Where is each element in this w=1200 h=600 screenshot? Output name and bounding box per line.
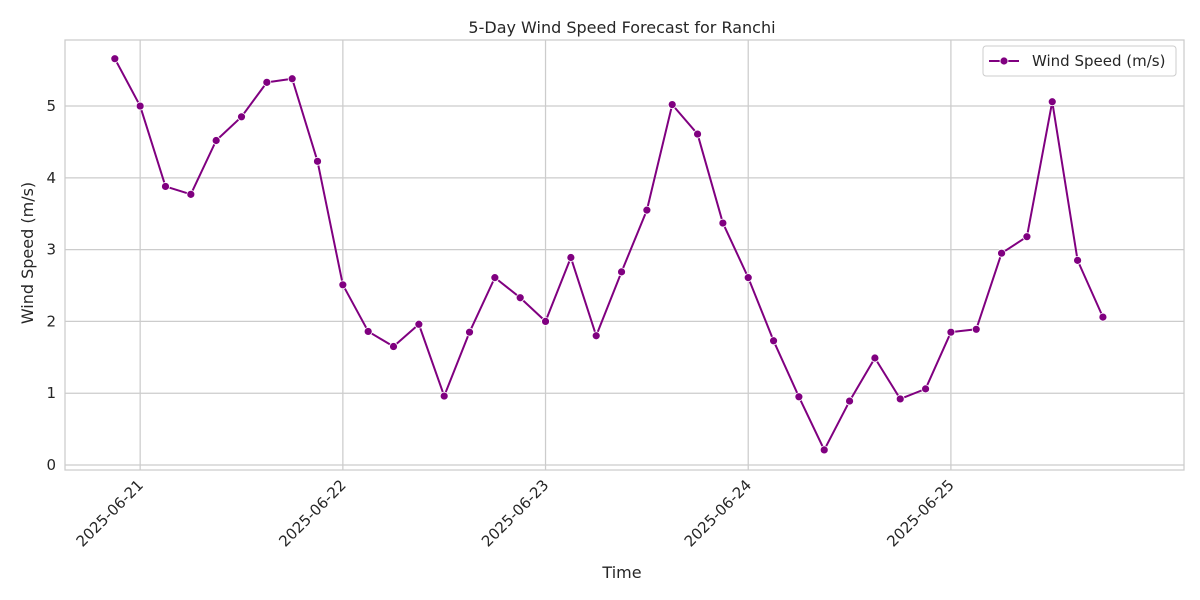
x-tick-label: 2025-06-21	[73, 476, 147, 550]
x-tick-label: 2025-06-25	[883, 476, 957, 550]
data-point	[617, 267, 626, 277]
data-point	[490, 273, 500, 283]
data-point	[1073, 255, 1082, 265]
data-point	[1022, 232, 1032, 242]
x-tick-label: 2025-06-24	[681, 476, 755, 550]
y-tick-label: 5	[46, 97, 56, 115]
data-point	[389, 342, 398, 351]
data-point	[515, 293, 525, 303]
data-point	[591, 331, 601, 341]
y-axis-label: Wind Speed (m/s)	[18, 182, 37, 324]
legend: Wind Speed (m/s)	[982, 45, 1177, 77]
data-point	[414, 319, 424, 329]
data-point	[870, 353, 880, 363]
data-point	[693, 129, 702, 139]
x-axis-ticks: 2025-06-21 2025-06-22 2025-06-23 2025-06-24…	[73, 476, 958, 550]
data-point	[769, 336, 778, 346]
y-tick-label: 2	[46, 312, 56, 330]
data-point	[971, 324, 981, 334]
data-point	[921, 384, 930, 394]
data-point	[743, 273, 753, 283]
plot-area	[65, 40, 1184, 470]
chart-title: 5-Day Wind Speed Forecast for Ranchi	[468, 18, 775, 37]
data-point	[287, 74, 297, 84]
data-point	[465, 327, 474, 337]
y-tick-label: 1	[46, 384, 56, 402]
grid	[65, 40, 1184, 470]
data-point	[313, 156, 322, 166]
data-point	[895, 394, 905, 404]
y-tick-label: 3	[46, 241, 56, 259]
data-point	[161, 182, 170, 191]
data-point	[135, 101, 145, 111]
series-layer	[110, 54, 1108, 455]
data-point	[211, 136, 221, 145]
data-point	[718, 218, 728, 228]
data-point	[1098, 312, 1108, 322]
data-point	[110, 54, 120, 64]
data-point	[642, 205, 652, 215]
data-point	[794, 392, 804, 402]
plot-frame	[64, 39, 1185, 471]
y-tick-label: 0	[46, 456, 56, 474]
y-tick-label: 4	[46, 169, 56, 187]
legend-box	[982, 45, 1177, 77]
data-point	[667, 100, 677, 110]
series-line	[113, 58, 1104, 451]
legend-marker-swatch	[999, 56, 1009, 66]
data-point	[845, 396, 854, 406]
y-axis-ticks: 0 1 2 3 4 5	[46, 97, 56, 474]
data-point	[566, 253, 576, 262]
data-point	[946, 327, 956, 337]
x-axis-label: Time	[601, 563, 641, 582]
data-point	[186, 189, 196, 199]
data-point	[338, 280, 348, 290]
x-tick-label: 2025-06-22	[275, 476, 349, 550]
data-point	[439, 391, 449, 401]
data-point	[541, 317, 550, 326]
data-point	[997, 248, 1006, 258]
data-point	[1047, 97, 1057, 107]
data-point	[363, 327, 373, 336]
legend-entry-label: Wind Speed (m/s)	[1032, 52, 1165, 70]
x-tick-label: 2025-06-23	[478, 476, 552, 550]
data-point	[237, 112, 246, 122]
data-point	[262, 77, 272, 87]
data-point	[819, 445, 829, 455]
